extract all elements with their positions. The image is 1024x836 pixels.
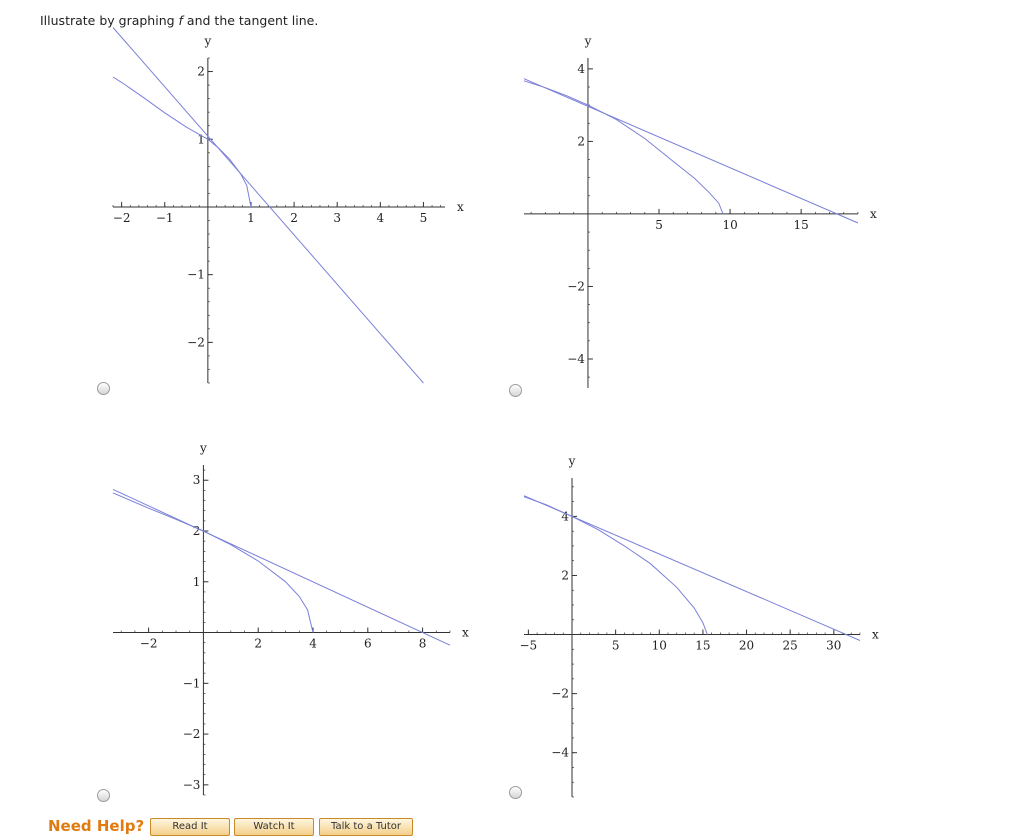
x-axis-label: x [870,207,877,221]
x-tick-label: 3 [333,211,341,225]
y-tick-label: −2 [567,279,585,293]
x-tick-label: 2 [290,211,298,225]
tangent-line [523,495,861,641]
y-tick-label: −4 [551,746,569,760]
tangent-line [523,78,859,224]
y-tick-label: 2 [577,134,585,148]
y-tick-label: 1 [193,575,201,589]
prompt-suffix: and the tangent line. [182,13,319,28]
x-tick-label: 5 [655,218,663,232]
y-tick-label: −2 [551,687,569,701]
radio-option-2[interactable] [509,384,522,397]
tangent-line [112,488,451,646]
x-axis-label: x [457,200,464,214]
x-tick-label: 8 [419,637,427,651]
x-tick-label: 15 [695,639,710,653]
function-curve [523,80,724,215]
x-tick-label: 5 [420,211,428,225]
y-tick-label: 1 [197,132,205,146]
y-tick-label: 2 [197,65,205,79]
y-tick-label: −1 [187,268,205,282]
x-axis-label: x [872,628,879,642]
function-curve [523,496,708,635]
function-name: f [178,13,183,28]
y-tick-label: −1 [183,676,201,690]
y-tick-label: 2 [561,568,569,582]
x-tick-label: 30 [826,639,841,653]
question-prompt: Illustrate by graphing f and the tangent… [40,13,318,28]
y-tick-label: 4 [561,509,569,523]
radio-option-1[interactable] [97,382,110,395]
radio-option-4[interactable] [509,786,522,799]
x-tick-label: 5 [612,639,620,653]
x-tick-label: 15 [794,218,809,232]
y-axis-label: y [568,454,576,468]
y-tick-label: −2 [183,727,201,741]
x-tick-label: 4 [309,637,317,651]
talk-to-tutor-button[interactable]: Talk to a Tutor [319,818,413,836]
y-axis-label: y [203,34,211,48]
x-tick-label: 1 [247,211,255,225]
need-help-label: Need Help? [48,817,145,835]
x-tick-label: 20 [739,639,754,653]
y-axis-label: y [199,441,207,455]
read-it-button[interactable]: Read It [150,818,230,836]
x-tick-label: −1 [156,211,174,225]
x-tick-label: −2 [113,211,131,225]
y-tick-label: 3 [193,473,201,487]
y-tick-label: −3 [183,778,201,792]
tangent-line [112,27,424,384]
function-curve [112,492,314,633]
x-tick-label: 10 [652,639,667,653]
x-tick-label: 4 [377,211,385,225]
y-tick-label: −4 [567,352,585,366]
x-tick-label: 2 [254,637,262,651]
watch-it-button[interactable]: Watch It [234,818,314,836]
y-tick-label: 4 [577,62,585,76]
prompt-prefix: Illustrate by graphing [40,13,179,28]
function-curve [112,76,252,208]
x-tick-label: 6 [364,637,372,651]
y-tick-label: −2 [187,335,205,349]
x-tick-label: 25 [783,639,798,653]
x-tick-label: −2 [140,637,158,651]
x-axis-label: x [462,626,469,640]
x-tick-label: 10 [722,218,737,232]
x-tick-label: −5 [520,639,538,653]
y-tick-label: 2 [193,524,201,538]
y-axis-label: y [584,34,592,48]
radio-option-3[interactable] [97,789,110,802]
